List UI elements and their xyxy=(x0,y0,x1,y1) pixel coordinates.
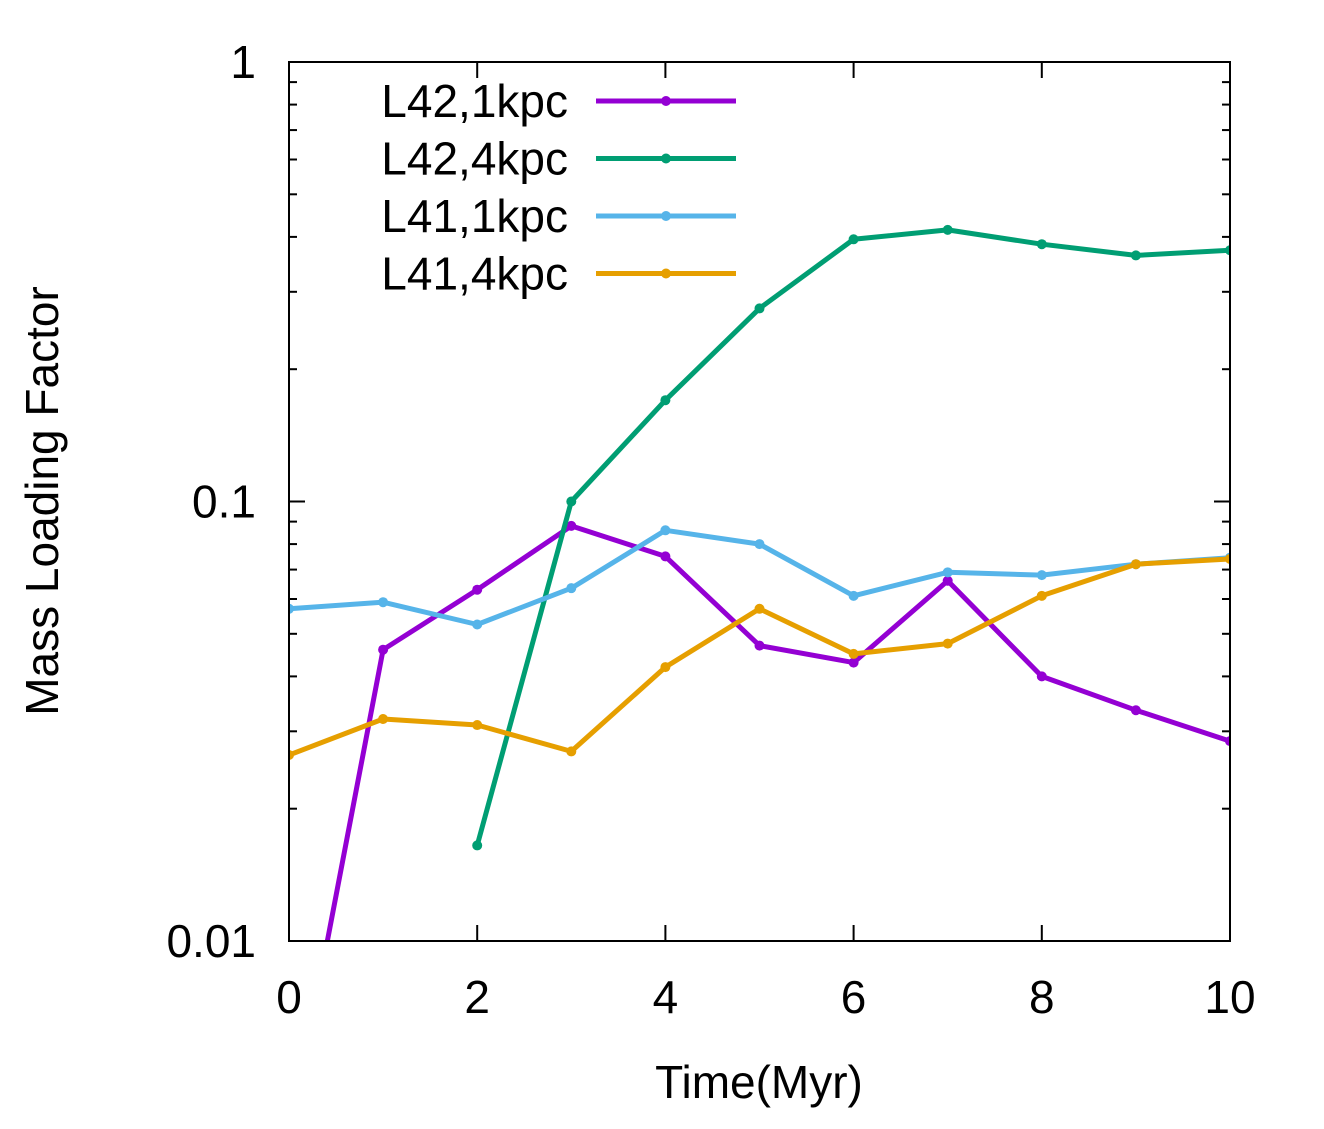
data-point xyxy=(1225,245,1230,256)
data-point xyxy=(289,749,294,760)
data-point xyxy=(1130,559,1141,570)
data-point xyxy=(1130,250,1141,261)
legend-swatch-point xyxy=(661,96,671,106)
data-point xyxy=(289,603,294,614)
y-axis-label: Mass Loading Factor xyxy=(16,286,68,716)
data-point xyxy=(472,840,483,851)
x-tick-label: 2 xyxy=(464,971,490,1023)
series-l41-4kpc xyxy=(289,553,1230,760)
x-tick-label: 10 xyxy=(1204,971,1255,1023)
data-point xyxy=(1225,736,1230,747)
x-tick-label: 0 xyxy=(276,971,302,1023)
data-point xyxy=(754,539,765,550)
data-point xyxy=(1130,705,1141,716)
tick-labels: 0 2 4 6 8 10 0.01 0.1 1 xyxy=(166,36,1255,1023)
series-line-l41-4kpc xyxy=(289,556,1230,758)
data-point xyxy=(566,746,577,757)
data-point xyxy=(472,720,483,731)
data-point xyxy=(1036,239,1047,250)
data-point xyxy=(472,619,483,630)
data-point xyxy=(942,224,953,235)
series-layer xyxy=(289,224,1230,941)
series-l42-1kpc xyxy=(324,520,1230,941)
data-point xyxy=(1225,553,1230,564)
x-tick-label: 8 xyxy=(1029,971,1055,1023)
legend-label: L42,4kpc xyxy=(381,133,568,185)
data-point xyxy=(754,603,765,614)
series-l41-1kpc xyxy=(289,525,1230,630)
plot-frame xyxy=(288,61,1231,942)
legend-label: L42,1kpc xyxy=(381,75,568,127)
legend-item-l41-4kpc: L41,4kpc xyxy=(381,248,736,300)
legend-label: L41,4kpc xyxy=(381,248,568,300)
data-point xyxy=(378,597,389,608)
data-point xyxy=(1036,671,1047,682)
x-tick-label: 6 xyxy=(841,971,867,1023)
data-point xyxy=(660,395,671,406)
y-tick-label: 0.01 xyxy=(166,915,256,967)
x-axis-label: Time(Myr) xyxy=(655,1056,863,1108)
data-point xyxy=(378,644,389,655)
data-point xyxy=(378,713,389,724)
series-line-l42-4kpc xyxy=(474,227,1230,847)
data-point xyxy=(754,303,765,314)
y-tick-label: 0.1 xyxy=(192,476,256,528)
data-point xyxy=(472,584,483,595)
data-point xyxy=(754,640,765,651)
legend-item-l41-1kpc: L41,1kpc xyxy=(381,190,736,242)
data-point xyxy=(942,575,953,586)
legend-item-l42-4kpc: L42,4kpc xyxy=(381,133,736,185)
data-point xyxy=(660,525,671,536)
data-point xyxy=(848,657,859,668)
series-l42-4kpc xyxy=(472,224,1230,851)
data-point xyxy=(942,638,953,649)
data-point xyxy=(566,583,577,594)
data-point xyxy=(1036,570,1047,581)
y-tick-label: 1 xyxy=(230,36,256,88)
legend-label: L41,1kpc xyxy=(381,190,568,242)
data-point xyxy=(1036,590,1047,601)
data-point xyxy=(660,551,671,562)
minor-ticks xyxy=(289,81,1230,810)
data-point xyxy=(942,567,953,578)
legend-swatch-point xyxy=(661,211,671,221)
legend-swatch-point xyxy=(661,153,671,164)
legend-item-l42-1kpc: L42,1kpc xyxy=(381,75,736,127)
x-tick-label: 4 xyxy=(653,971,679,1023)
data-point xyxy=(566,520,577,531)
data-point xyxy=(566,496,577,507)
data-point xyxy=(660,662,671,673)
data-point xyxy=(848,648,859,659)
data-point xyxy=(848,590,859,601)
data-point xyxy=(848,234,859,245)
legend-swatch-point xyxy=(661,268,671,279)
